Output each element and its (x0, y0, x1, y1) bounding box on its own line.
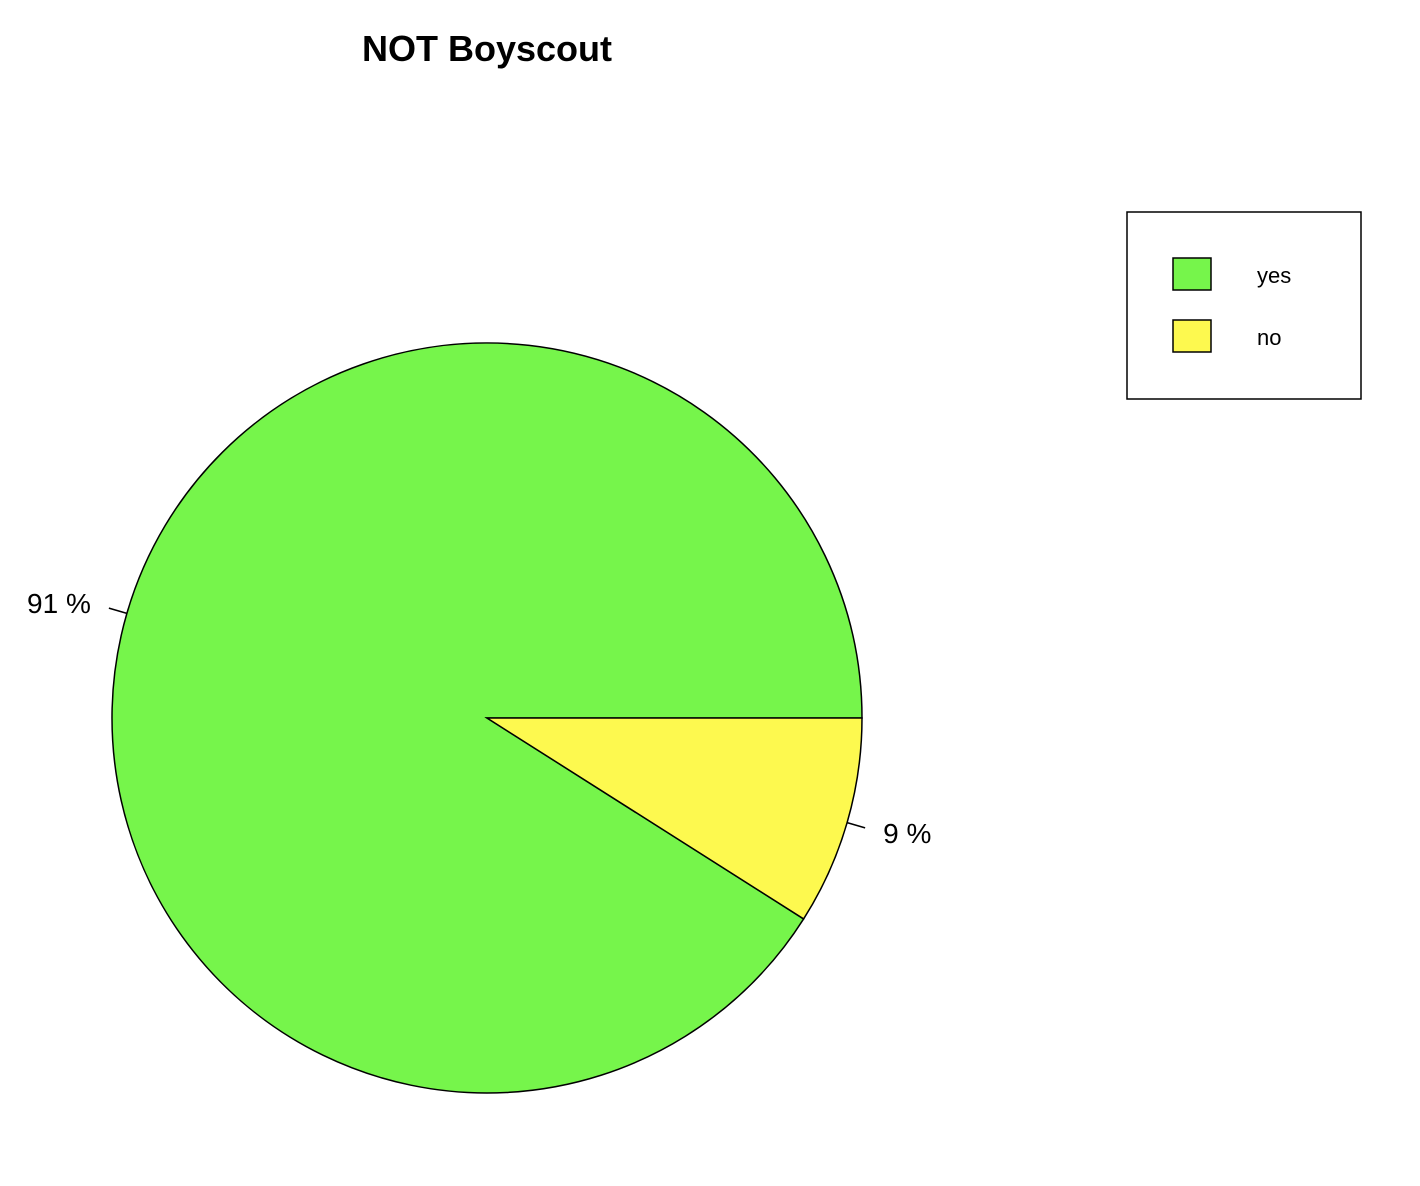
slice-label-yes: 91 % (27, 588, 91, 619)
legend-swatch-yes (1172, 257, 1212, 291)
chart-title: NOT Boyscout (362, 28, 612, 69)
legend-swatch-no (1172, 319, 1212, 353)
legend: yes no (1126, 211, 1362, 400)
label-tick-no (846, 821, 866, 829)
slice-label-no: 9 % (883, 818, 931, 849)
legend-label-no: no (1257, 325, 1281, 350)
pie-slices (111, 342, 863, 1094)
label-tick-yes (108, 607, 128, 615)
slice-labels: 91 % 9 % (27, 588, 931, 849)
legend-box (1126, 211, 1362, 400)
legend-label-yes: yes (1257, 263, 1291, 288)
